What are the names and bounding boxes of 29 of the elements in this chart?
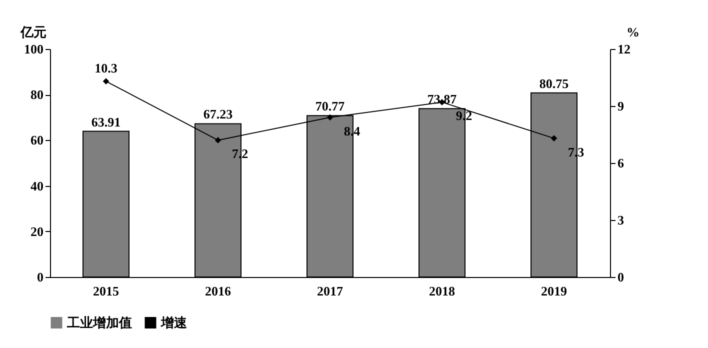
data-label: 63.91 bbox=[91, 114, 121, 130]
y-tick-label: 40 bbox=[30, 178, 44, 194]
y-tick-label: 20 bbox=[30, 224, 44, 239]
x-tick-label: 2018 bbox=[429, 284, 456, 298]
y-axis-title: 亿元 bbox=[20, 24, 46, 40]
point bbox=[214, 137, 222, 144]
x-tick-label: 2015 bbox=[93, 284, 120, 298]
data-label: 67.23 bbox=[203, 106, 234, 122]
y2-tick-label: 12 bbox=[618, 42, 630, 56]
y2-tick-label: 6 bbox=[618, 156, 624, 170]
legend-label: 增速 bbox=[160, 314, 188, 330]
point bbox=[102, 78, 110, 84]
data-label: 80.75 bbox=[539, 76, 570, 91]
y2-tick-label: 3 bbox=[618, 212, 624, 228]
x-tick-label: 2016 bbox=[205, 284, 232, 298]
y-tick-label: 80 bbox=[30, 87, 44, 102]
x-tick-label: 2019 bbox=[541, 284, 568, 298]
y2-tick-label: 0 bbox=[618, 270, 624, 284]
legend-label: 工业增加值 bbox=[66, 314, 132, 330]
point bbox=[550, 135, 558, 142]
y2-tick-label: 9 bbox=[618, 98, 624, 114]
y-tick-label: 60 bbox=[30, 132, 44, 148]
data-label: 10.3 bbox=[94, 60, 118, 76]
data-label: 70.77 bbox=[315, 98, 346, 114]
point bbox=[326, 114, 334, 121]
y-tick-label: 0 bbox=[37, 270, 44, 284]
y-tick-label: 100 bbox=[24, 42, 44, 56]
y2-axis-title: % bbox=[626, 24, 640, 40]
x-tick-label: 2017 bbox=[317, 284, 344, 298]
